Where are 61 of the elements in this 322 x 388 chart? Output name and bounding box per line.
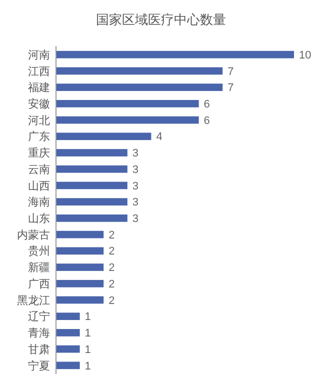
bar [56,280,104,288]
bar [56,230,104,238]
y-tick-label: 广西 [28,277,50,290]
y-tick-label: 安徽 [28,98,50,111]
bar [56,312,80,320]
y-tick-label: 内蒙古 [17,228,50,242]
y-tick-label: 宁夏 [28,359,50,372]
data-label: 1 [84,344,91,356]
bar [56,296,104,304]
data-label: 3 [132,196,139,209]
data-label: 7 [228,66,234,78]
y-tick-label: 河北 [28,114,50,127]
y-tick-label: 贵州 [28,244,50,258]
bar [56,345,80,353]
bar [56,116,199,124]
data-label: 3 [132,213,139,226]
data-label: 2 [108,262,115,274]
y-tick-label: 新疆 [28,261,50,274]
data-label: 1 [84,360,91,372]
y-tick-label: 江西 [28,66,50,78]
bar [56,247,104,255]
y-tick-label: 云南 [28,162,50,176]
y-tick-label: 福建 [28,81,50,94]
y-tick-label: 黑龙江 [17,294,50,307]
data-label: 2 [108,294,115,307]
y-tick-label: 青海 [28,326,50,340]
data-label: 1 [84,311,91,324]
bar [56,182,128,190]
data-label: 4 [156,131,162,144]
y-tick-label: 广东 [28,130,50,144]
y-tick-label: 山东 [28,212,50,226]
chart-title: 国家区域医疗中心数量 [96,12,226,27]
y-tick-label: 重庆 [28,146,50,160]
bar [56,50,294,58]
bar [56,264,104,271]
data-label: 3 [132,148,139,160]
data-label: 1 [84,328,91,340]
bar [56,214,128,222]
y-tick-label: 海南 [28,196,50,209]
bar [56,84,223,91]
bar [56,198,128,206]
data-label: 2 [108,246,115,258]
data-label: 3 [132,180,139,192]
bar [56,149,128,156]
data-label: 2 [108,278,115,290]
y-tick-label: 甘肃 [28,342,50,356]
bar [56,165,128,173]
bar [56,132,152,140]
data-label: 2 [108,229,115,242]
bar [56,100,199,108]
bar [56,67,223,75]
data-label: 6 [204,114,210,127]
data-label: 3 [132,164,139,176]
bar [56,362,80,370]
data-label: 7 [228,82,234,94]
y-tick-label: 河南 [28,48,50,62]
data-label: 10 [299,49,312,62]
y-tick-label: 辽宁 [28,310,50,324]
data-label: 6 [204,98,210,111]
y-tick-label: 山西 [28,179,50,192]
bar [56,329,80,336]
